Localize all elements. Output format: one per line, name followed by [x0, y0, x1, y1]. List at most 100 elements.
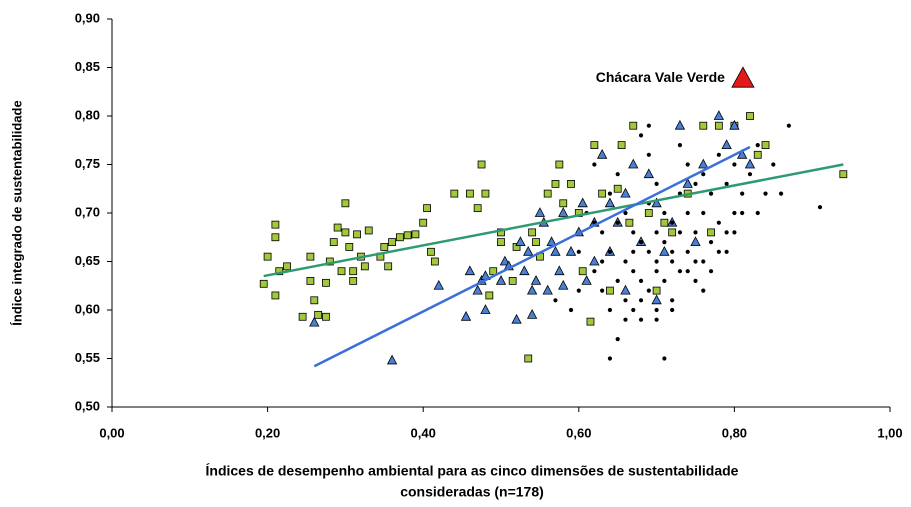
point — [532, 238, 540, 247]
point — [682, 178, 693, 188]
point — [615, 337, 620, 342]
point — [786, 123, 791, 128]
point — [654, 317, 659, 322]
y-tick-label: 0,60 — [75, 301, 100, 316]
y-tick-label: 0,85 — [75, 59, 100, 74]
point — [550, 245, 561, 256]
x-tick-label: 0,20 — [255, 425, 280, 440]
point — [631, 249, 636, 254]
point — [519, 265, 530, 276]
point — [638, 133, 644, 138]
point — [623, 298, 628, 303]
point — [732, 210, 737, 216]
point — [592, 269, 597, 274]
point — [329, 238, 338, 247]
point — [360, 262, 369, 271]
point — [606, 286, 614, 295]
point — [259, 279, 268, 288]
point — [716, 152, 721, 157]
point — [553, 298, 558, 303]
point — [554, 265, 565, 276]
point — [615, 172, 620, 177]
point — [716, 249, 721, 254]
point — [685, 162, 690, 167]
point — [698, 158, 709, 169]
point — [526, 284, 538, 295]
point — [615, 278, 620, 283]
point — [263, 252, 272, 261]
point — [384, 262, 393, 271]
point — [558, 279, 569, 290]
point — [364, 226, 373, 235]
point — [670, 307, 675, 313]
point — [310, 296, 319, 305]
point — [659, 245, 670, 256]
point — [581, 275, 592, 285]
point — [732, 162, 737, 167]
x-tick-label: 0,60 — [566, 425, 591, 440]
point — [654, 230, 659, 235]
point — [670, 259, 675, 264]
point — [646, 288, 651, 293]
point — [716, 220, 721, 225]
point — [512, 243, 521, 251]
x-axis-title: Índices de desempenho ambiental para as … — [206, 463, 739, 479]
point — [646, 249, 651, 254]
x-tick-label: 1,00 — [877, 425, 902, 440]
point — [617, 141, 626, 150]
point — [662, 278, 667, 283]
point — [654, 269, 659, 274]
point — [662, 240, 667, 245]
point — [607, 307, 613, 313]
point — [693, 230, 698, 235]
point — [472, 284, 483, 295]
point — [600, 259, 605, 264]
point — [677, 230, 683, 235]
point — [322, 312, 330, 321]
point — [660, 218, 669, 227]
point — [559, 199, 568, 208]
annotation: Chácara Vale Verde — [596, 69, 725, 85]
point — [477, 160, 486, 169]
point — [271, 220, 280, 229]
point — [567, 179, 575, 188]
point — [615, 220, 620, 225]
point — [341, 199, 350, 208]
point — [322, 278, 330, 287]
point — [668, 228, 677, 237]
point — [643, 168, 654, 179]
point — [685, 249, 690, 254]
y-axis-title: Índice integrado de sustentabilidade — [9, 100, 24, 325]
x-tick-label: 0,00 — [99, 425, 124, 440]
point — [708, 269, 714, 274]
point — [623, 210, 628, 216]
point — [534, 207, 546, 217]
point — [607, 191, 613, 196]
point — [309, 316, 320, 327]
point — [708, 240, 714, 245]
point — [600, 288, 605, 293]
point — [524, 354, 533, 363]
trend-line — [263, 163, 844, 278]
point — [724, 181, 729, 186]
point — [625, 218, 634, 227]
point — [638, 298, 644, 303]
point — [388, 238, 396, 247]
point — [613, 184, 622, 193]
point — [740, 210, 745, 216]
point — [638, 278, 644, 283]
point — [755, 210, 760, 216]
point — [763, 191, 768, 196]
x-tick-label: 0,80 — [722, 425, 747, 440]
point — [598, 189, 607, 198]
point — [729, 119, 740, 130]
point — [586, 317, 595, 326]
point — [349, 276, 358, 285]
point — [423, 204, 431, 213]
point — [674, 119, 686, 130]
point — [693, 278, 698, 283]
x-axis-title: consideradas (n=178) — [400, 484, 544, 500]
point — [499, 255, 511, 266]
point — [651, 294, 662, 305]
point — [515, 236, 526, 247]
